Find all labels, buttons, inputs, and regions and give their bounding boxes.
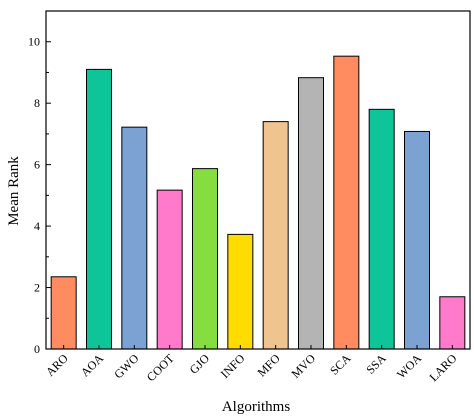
bar-ssa	[368, 108, 395, 350]
x-tick-label-mvo: MVO	[288, 351, 318, 381]
x-tick-label-gwo: GWO	[111, 351, 141, 381]
y-tick-label: 8	[34, 96, 40, 110]
plot-frame	[45, 10, 471, 350]
bar-mvo	[298, 77, 324, 350]
bar-laro	[439, 296, 466, 350]
y-tick-label: 2	[34, 281, 40, 295]
bar-sca	[333, 55, 360, 350]
bar-aoa	[86, 68, 112, 350]
y-tick-label: 0	[34, 342, 40, 356]
y-tick-label: 6	[34, 158, 40, 172]
y-tick-label: 4	[34, 219, 40, 233]
bar-gjo	[192, 168, 218, 350]
x-tick-label-aoa: AOA	[78, 351, 107, 380]
x-tick-label-info: INFO	[218, 351, 248, 381]
y-tick-label: 10	[28, 35, 40, 49]
bars-group	[50, 55, 466, 350]
bar-gwo	[121, 126, 148, 350]
bar-woa	[404, 130, 430, 350]
x-tick-label-laro: LARO	[426, 351, 459, 384]
bar-aro	[50, 276, 77, 350]
bar-mfo	[262, 121, 289, 350]
x-tick-label-gjo: GJO	[187, 351, 213, 377]
x-tick-label-woa: WOA	[394, 351, 424, 381]
y-axis-title: Mean Rank	[6, 156, 22, 226]
bar-coot	[156, 189, 183, 350]
x-tick-label-coot: COOT	[144, 351, 177, 384]
x-tick-label-ssa: SSA	[363, 351, 389, 377]
x-tick-label-mfo: MFO	[254, 351, 283, 380]
x-tick-label-sca: SCA	[327, 351, 354, 378]
x-tick-label-aro: ARO	[43, 351, 71, 379]
x-axis-title: Algorithms	[222, 399, 290, 415]
bar-info	[227, 233, 254, 350]
